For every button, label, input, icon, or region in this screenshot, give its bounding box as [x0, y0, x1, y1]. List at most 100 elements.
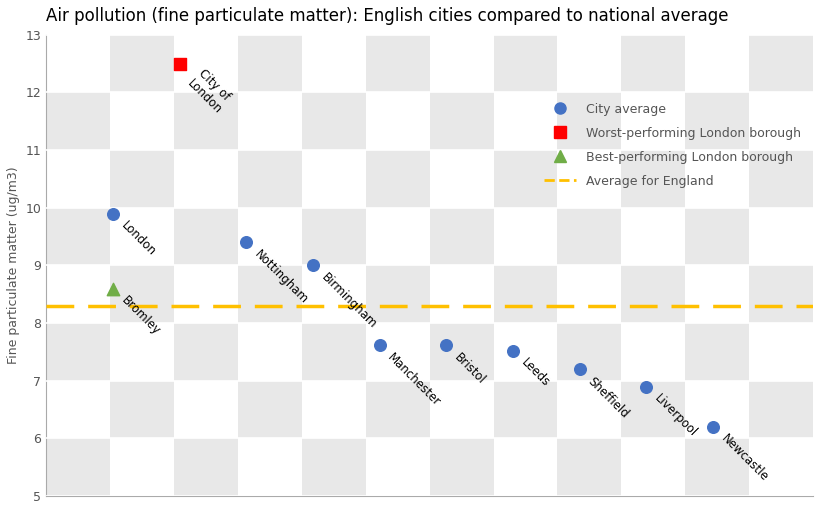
Bar [621, 208, 685, 265]
Bar [238, 150, 301, 208]
Bar [557, 35, 621, 92]
Point [106, 285, 120, 293]
Text: Bromley: Bromley [118, 294, 162, 338]
Bar [238, 381, 301, 438]
Bar [429, 92, 493, 150]
Bar [685, 208, 749, 265]
Bar [557, 208, 621, 265]
Bar [174, 150, 238, 208]
Bar [301, 323, 365, 381]
Bar [110, 150, 174, 208]
Bar [110, 35, 174, 92]
Bar [110, 208, 174, 265]
Bar [749, 265, 812, 323]
Bar [685, 150, 749, 208]
Bar [685, 438, 749, 496]
Bar [174, 265, 238, 323]
Bar [685, 381, 749, 438]
Bar [429, 150, 493, 208]
Bar [365, 438, 429, 496]
Point [506, 346, 519, 355]
Bar [365, 208, 429, 265]
Text: Sheffield: Sheffield [585, 375, 631, 421]
Bar [238, 92, 301, 150]
Text: London: London [118, 219, 158, 259]
Point [306, 261, 319, 269]
Bar [110, 265, 174, 323]
Bar [429, 438, 493, 496]
Bar [174, 438, 238, 496]
Bar [557, 150, 621, 208]
Bar [301, 150, 365, 208]
Text: City of
London: City of London [185, 66, 235, 117]
Bar [493, 323, 557, 381]
Bar [301, 381, 365, 438]
Bar [749, 323, 812, 381]
Bar [174, 381, 238, 438]
Bar [46, 265, 110, 323]
Bar [301, 265, 365, 323]
Bar [685, 323, 749, 381]
Bar [110, 381, 174, 438]
Bar [621, 381, 685, 438]
Bar [749, 438, 812, 496]
Bar [493, 438, 557, 496]
Bar [557, 438, 621, 496]
Bar [110, 323, 174, 381]
Text: Air pollution (fine particulate matter): English cities compared to national ave: Air pollution (fine particulate matter):… [46, 7, 728, 25]
Bar [238, 438, 301, 496]
Bar [557, 92, 621, 150]
Point [239, 238, 252, 246]
Bar [301, 35, 365, 92]
Bar [365, 265, 429, 323]
Bar [429, 323, 493, 381]
Bar [557, 323, 621, 381]
Bar [46, 323, 110, 381]
Point [706, 423, 719, 431]
Point [173, 60, 186, 68]
Bar [110, 438, 174, 496]
Point [106, 210, 120, 218]
Bar [46, 35, 110, 92]
Bar [493, 381, 557, 438]
Bar [685, 92, 749, 150]
Bar [749, 208, 812, 265]
Bar [46, 381, 110, 438]
Bar [174, 35, 238, 92]
Bar [238, 323, 301, 381]
Bar [110, 92, 174, 150]
Bar [46, 150, 110, 208]
Bar [621, 150, 685, 208]
Text: Newcastle: Newcastle [717, 432, 770, 484]
Point [639, 382, 652, 390]
Bar [429, 265, 493, 323]
Bar [429, 208, 493, 265]
Y-axis label: Fine particulate matter (ug/m3): Fine particulate matter (ug/m3) [7, 167, 20, 364]
Bar [749, 35, 812, 92]
Bar [621, 35, 685, 92]
Legend: City average, Worst-performing London borough, Best-performing London borough, A: City average, Worst-performing London bo… [537, 97, 806, 195]
Bar [46, 92, 110, 150]
Bar [174, 323, 238, 381]
Bar [301, 92, 365, 150]
Bar [46, 438, 110, 496]
Bar [749, 150, 812, 208]
Bar [621, 92, 685, 150]
Bar [685, 35, 749, 92]
Bar [621, 438, 685, 496]
Bar [493, 92, 557, 150]
Bar [429, 35, 493, 92]
Text: Birmingham: Birmingham [318, 271, 378, 331]
Bar [429, 381, 493, 438]
Bar [365, 323, 429, 381]
Point [373, 341, 386, 349]
Point [572, 365, 586, 374]
Text: Leeds: Leeds [518, 356, 551, 390]
Bar [238, 208, 301, 265]
Bar [493, 208, 557, 265]
Bar [301, 438, 365, 496]
Bar [685, 265, 749, 323]
Bar [749, 381, 812, 438]
Bar [238, 265, 301, 323]
Text: Nottingham: Nottingham [251, 248, 310, 307]
